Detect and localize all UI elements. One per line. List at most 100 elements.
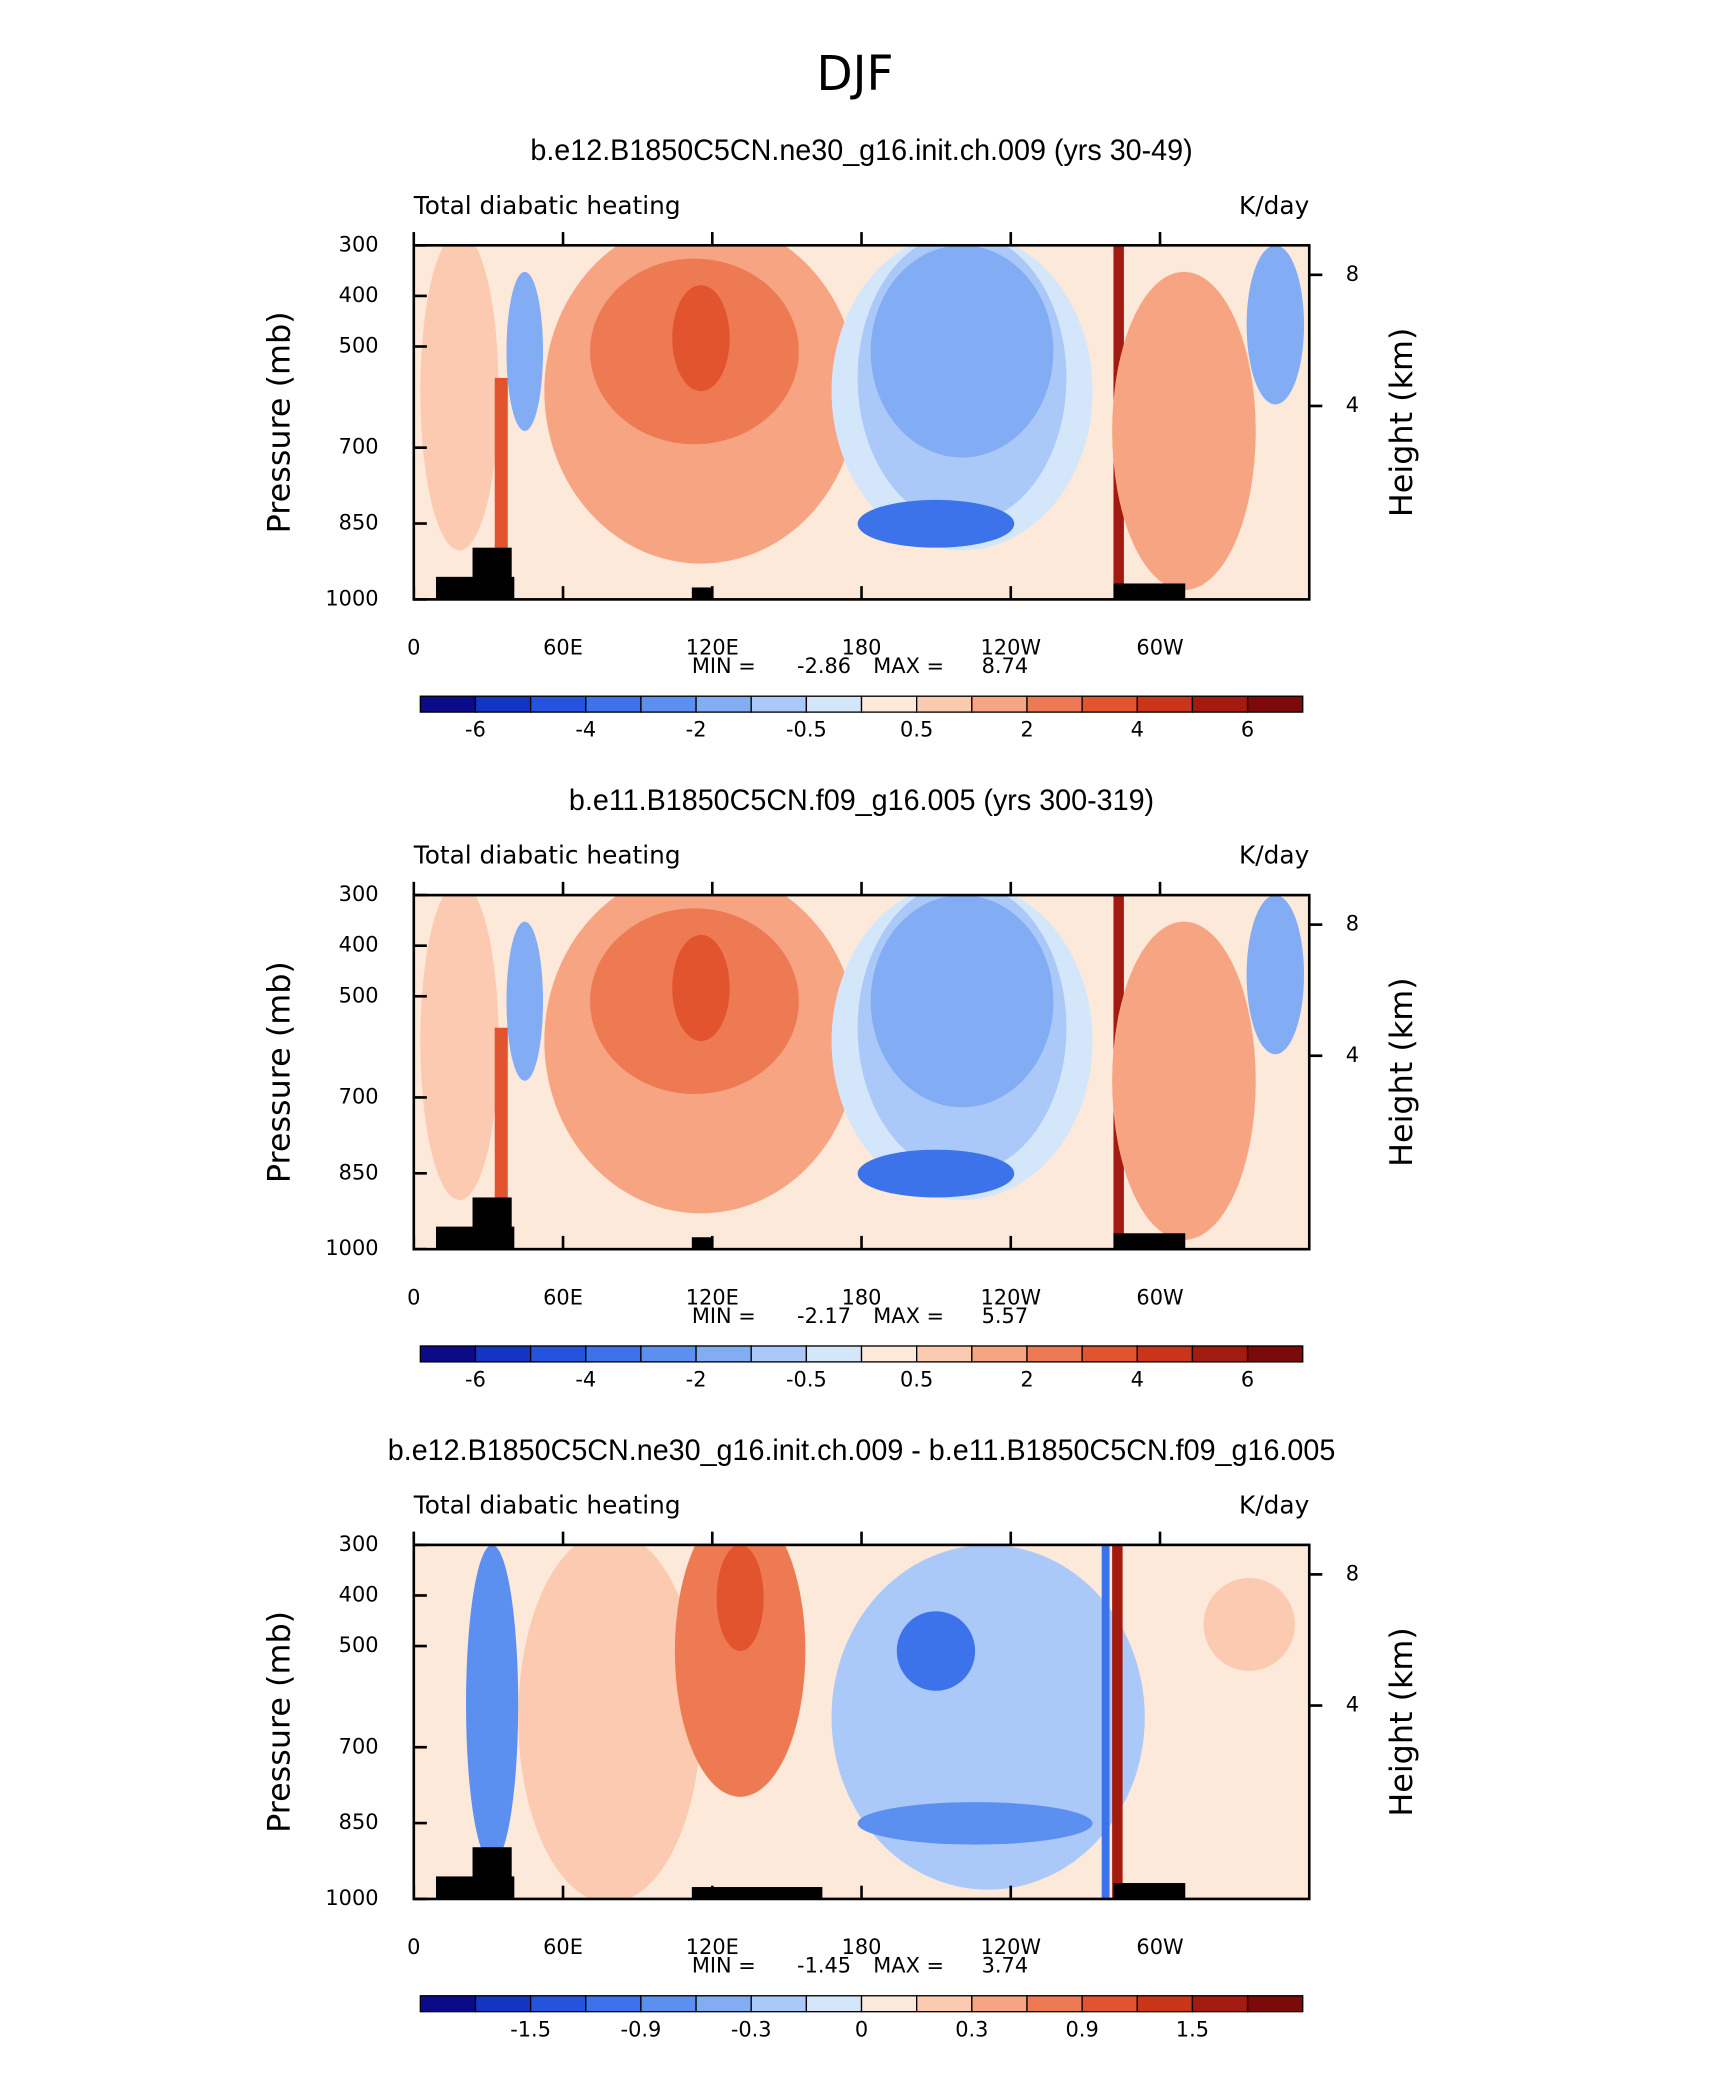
x-tick-label: 60E	[543, 634, 583, 659]
colorbar-box	[860, 695, 918, 713]
colorbar-box	[640, 695, 697, 713]
colorbar-box	[695, 695, 752, 713]
contour-field	[414, 1505, 1309, 1903]
x-tick-label: 180	[842, 634, 882, 659]
y-tick-label: 850	[339, 509, 379, 534]
colorbar-box	[860, 1995, 918, 2013]
colorbar-box	[1246, 695, 1304, 713]
y-tick-label: 400	[339, 1581, 379, 1606]
colorbar-box	[529, 695, 587, 713]
min-value: -2.86	[797, 653, 851, 678]
colorbar-box	[419, 1345, 477, 1363]
max-value: 5.57	[982, 1303, 1029, 1328]
y-tick-label: 1000	[325, 1885, 378, 1910]
colorbar-label: -4	[575, 1366, 596, 1391]
y2-tick-label: 8	[1346, 261, 1359, 286]
y2-axis-label: Height (km)	[1384, 328, 1420, 518]
colorbar-box	[529, 1995, 587, 2013]
min-value: -1.45	[797, 1952, 851, 1977]
colorbar-label: 0.5	[900, 717, 933, 742]
x-tick-label: 120W	[981, 634, 1042, 659]
x-tick-label: 60E	[543, 1284, 583, 1309]
colorbar-label: -2	[686, 717, 707, 742]
colorbar-box	[971, 1345, 1028, 1363]
subtitle: Total diabatic heating	[413, 841, 681, 870]
colorbar-box	[1026, 695, 1083, 713]
colorbar-box	[971, 1995, 1028, 2013]
colorbar-box	[1081, 1345, 1138, 1363]
colorbar-box	[474, 1995, 532, 2013]
colorbar-box	[750, 1995, 808, 2013]
y-tick-label: 850	[339, 1159, 379, 1184]
colorbar-box	[585, 695, 642, 713]
colorbar-box	[640, 1345, 697, 1363]
colorbar-label: 0.9	[1066, 2016, 1099, 2041]
y2-tick-label: 4	[1346, 1042, 1359, 1067]
y2-axis-label: Height (km)	[1384, 1627, 1420, 1817]
x-tick-label: 120W	[981, 1284, 1042, 1309]
colorbar-box	[1136, 1345, 1194, 1363]
y-tick-label: 500	[339, 1632, 379, 1657]
colorbar-box	[1136, 1995, 1194, 2013]
colorbar-box	[1081, 695, 1138, 713]
max-label: MAX =	[873, 1952, 944, 1977]
y-axis-label: Pressure (mb)	[262, 961, 298, 1183]
contour-field	[414, 219, 1309, 600]
x-tick-label: 60E	[543, 1934, 583, 1959]
colorbar-box	[916, 1345, 973, 1363]
y-tick-label: 850	[339, 1809, 379, 1834]
min-label: MIN =	[692, 1303, 756, 1328]
x-tick-label: 60W	[1136, 634, 1183, 659]
colorbar-box	[474, 695, 532, 713]
colorbar-box	[419, 1995, 477, 2013]
colorbar-label: 4	[1131, 717, 1144, 742]
colorbar-label: -0.9	[621, 2016, 662, 2041]
colorbar-label: -2	[686, 1366, 707, 1391]
colorbar-label: -1.5	[510, 2016, 551, 2041]
colorbar-box	[695, 1345, 752, 1363]
x-tick-label: 120W	[981, 1934, 1042, 1959]
min-label: MIN =	[692, 653, 756, 678]
colorbar-box	[1191, 1995, 1249, 2013]
figure-title: DJF	[816, 47, 893, 102]
x-tick-label: 0	[407, 634, 420, 659]
colorbar-box	[916, 695, 973, 713]
y-tick-label: 1000	[325, 585, 378, 610]
y-axis-label: Pressure (mb)	[262, 311, 298, 533]
y2-axis-label: Height (km)	[1384, 977, 1420, 1167]
colorbar-box	[1191, 695, 1249, 713]
x-tick-label: 0	[407, 1934, 420, 1959]
y2-tick-label: 4	[1346, 1691, 1359, 1716]
y-tick-label: 500	[339, 982, 379, 1007]
y-tick-label: 700	[339, 1733, 379, 1758]
colorbar-box	[805, 1995, 863, 2013]
x-tick-label: 120E	[686, 634, 739, 659]
colorbar-label: 2	[1020, 717, 1033, 742]
y-tick-label: 300	[339, 1531, 379, 1556]
colorbar-box	[1081, 1995, 1138, 2013]
colorbar-box	[529, 1345, 587, 1363]
x-tick-label: 120E	[686, 1934, 739, 1959]
colorbar-box	[1246, 1995, 1304, 2013]
colorbar-box	[585, 1345, 642, 1363]
units: K/day	[1239, 841, 1309, 870]
max-label: MAX =	[873, 1303, 944, 1328]
colorbar-box	[1026, 1345, 1083, 1363]
y-tick-label: 300	[339, 881, 379, 906]
colorbar-box	[419, 695, 477, 713]
min-label: MIN =	[692, 1952, 756, 1977]
y-tick-label: 700	[339, 434, 379, 459]
subtitle: Total diabatic heating	[413, 191, 681, 220]
x-tick-label: 180	[842, 1934, 882, 1959]
x-tick-label: 60W	[1136, 1284, 1183, 1309]
max-label: MAX =	[873, 653, 944, 678]
colorbar-box	[805, 695, 863, 713]
units: K/day	[1239, 1490, 1309, 1519]
colorbar-box	[695, 1995, 752, 2013]
colorbar-label: 1.5	[1176, 2016, 1209, 2041]
colorbar-box	[971, 695, 1028, 713]
colorbar-box	[1191, 1345, 1249, 1363]
colorbar-label: 6	[1241, 1366, 1254, 1391]
y2-tick-label: 8	[1346, 1560, 1359, 1585]
